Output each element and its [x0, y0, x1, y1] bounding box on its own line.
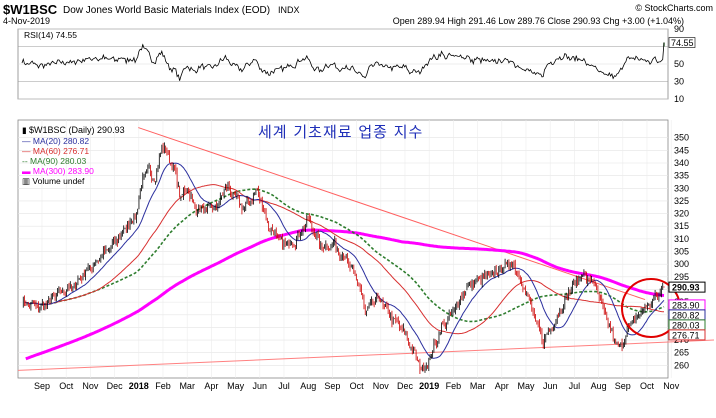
watermark: © StockCharts.com — [635, 3, 713, 13]
x-tick-label: Sep — [324, 381, 340, 391]
rsi-value-tag: 74.55 — [668, 37, 696, 48]
x-tick-label: Dec — [107, 381, 124, 391]
x-tick-label: Oct — [350, 381, 365, 391]
rsi-line — [21, 42, 665, 81]
exchange-code: INDX — [278, 5, 300, 15]
x-tick-label: Aug — [300, 381, 316, 391]
x-tick-label: Aug — [591, 381, 607, 391]
x-tick-label: 2019 — [419, 381, 439, 391]
ma300-line — [25, 228, 665, 361]
price-tick-label: 330 — [674, 183, 689, 193]
x-tick-label: Nov — [82, 381, 99, 391]
price-tick-label: 315 — [674, 221, 689, 231]
price-tick-label: 305 — [674, 247, 689, 257]
x-tick-label: Sep — [34, 381, 50, 391]
x-tick-label: 2018 — [129, 381, 149, 391]
x-tick-label: May — [227, 381, 245, 391]
price-tick-label: 345 — [674, 145, 689, 155]
price-tick-label: 310 — [674, 234, 689, 244]
price-tick-label: 320 — [674, 209, 689, 219]
price-value-tag: 283.90 — [668, 299, 706, 311]
ma90-line — [29, 188, 665, 323]
price-candles — [22, 142, 665, 374]
legend-ma90: -- MA(90) 280.03 — [22, 156, 87, 166]
x-tick-label: Jun — [253, 381, 268, 391]
x-tick-label: Apr — [204, 381, 218, 391]
symbol-title: $W1BSC — [3, 2, 58, 17]
x-tick-label: Mar — [179, 381, 195, 391]
svg-text:290.93: 290.93 — [672, 283, 700, 293]
svg-text:283.90: 283.90 — [672, 300, 700, 310]
legend-ma60-icon: — — [22, 146, 33, 156]
legend-ma20-icon: — — [22, 136, 33, 146]
x-tick-label: Feb — [155, 381, 171, 391]
legend-ma60: — MA(60) 276.71 — [22, 146, 89, 156]
price-value-tag: 280.82 — [668, 309, 706, 321]
ma20-line — [24, 162, 665, 359]
price-tick-label: 325 — [674, 196, 689, 206]
legend-volume-icon: ▥ — [22, 176, 32, 186]
x-tick-label: Apr — [495, 381, 509, 391]
x-tick-label: Jul — [278, 381, 290, 391]
x-tick-label: May — [517, 381, 535, 391]
resistance-trendline — [138, 127, 646, 301]
rsi-tick-label: 30 — [674, 77, 684, 87]
price-tick-label: 335 — [674, 171, 689, 181]
rsi-tick-label: 50 — [674, 59, 684, 69]
svg-text:280.82: 280.82 — [672, 310, 700, 320]
x-tick-label: Feb — [446, 381, 462, 391]
price-tick-label: 260 — [674, 360, 689, 370]
x-tick-label: Oct — [640, 381, 655, 391]
x-tick-label: Dec — [397, 381, 414, 391]
x-tick-label: Nov — [373, 381, 390, 391]
ohlc-readout: Open 289.94 High 291.46 Low 289.76 Close… — [393, 16, 684, 26]
svg-text:276.71: 276.71 — [672, 330, 700, 340]
price-value-tag: 276.71 — [668, 329, 706, 341]
legend-ma300: ▬ MA(300) 283.90 — [22, 166, 94, 176]
legend: ▮ $W1BSC (Daily) 290.93 — MA(20) 280.82 … — [22, 125, 125, 186]
x-tick-label: Jun — [543, 381, 558, 391]
legend-ma300-icon: ▬ — [22, 166, 33, 176]
price-tick-label: 340 — [674, 158, 689, 168]
rsi-tick-label: 90 — [674, 24, 684, 34]
support-trendline — [17, 339, 715, 371]
x-tick-label: Jul — [569, 381, 581, 391]
price-tick-label: 265 — [674, 348, 689, 358]
x-tick-label: Nov — [663, 381, 680, 391]
x-tick-label: Mar — [470, 381, 486, 391]
rsi-label: RSI(14) 74.55 — [24, 30, 77, 40]
x-axis: Sep Oct Nov Dec 2018 Feb Mar Apr May Jun Jul Aug Sep… — [34, 381, 680, 391]
x-tick-label: Sep — [615, 381, 631, 391]
price-tick-label: 300 — [674, 259, 689, 269]
rsi-panel: RSI(14) 74.55 90 50 30 10 74.55 — [17, 24, 696, 104]
legend-price: ▮ $W1BSC (Daily) 290.93 — [22, 125, 125, 135]
index-name: Dow Jones World Basic Materials Index (E… — [63, 5, 270, 16]
price-tick-label: 295 — [674, 272, 689, 282]
svg-text:74.55: 74.55 — [671, 38, 694, 48]
annotation-title: 세계 기초재료 업종 지수 — [258, 123, 423, 141]
ma60-line — [26, 184, 665, 335]
price-value-tag: 280.03 — [668, 319, 706, 331]
chart-date: 4-Nov-2019 — [3, 16, 50, 26]
legend-volume: ▥ Volume undef — [22, 176, 85, 186]
price-tick-label: 350 — [674, 133, 689, 143]
legend-ma20: — MA(20) 280.82 — [22, 136, 89, 146]
svg-text:280.03: 280.03 — [672, 320, 700, 330]
x-tick-label: Oct — [59, 381, 74, 391]
price-panel: 2602652702752802852902953003053103153203… — [17, 119, 715, 379]
price-value-tag: 290.93 — [668, 281, 706, 293]
legend-price-icon: ▮ — [22, 125, 29, 135]
rsi-tick-label: 10 — [674, 94, 684, 104]
legend-ma90-icon: -- — [22, 156, 30, 166]
